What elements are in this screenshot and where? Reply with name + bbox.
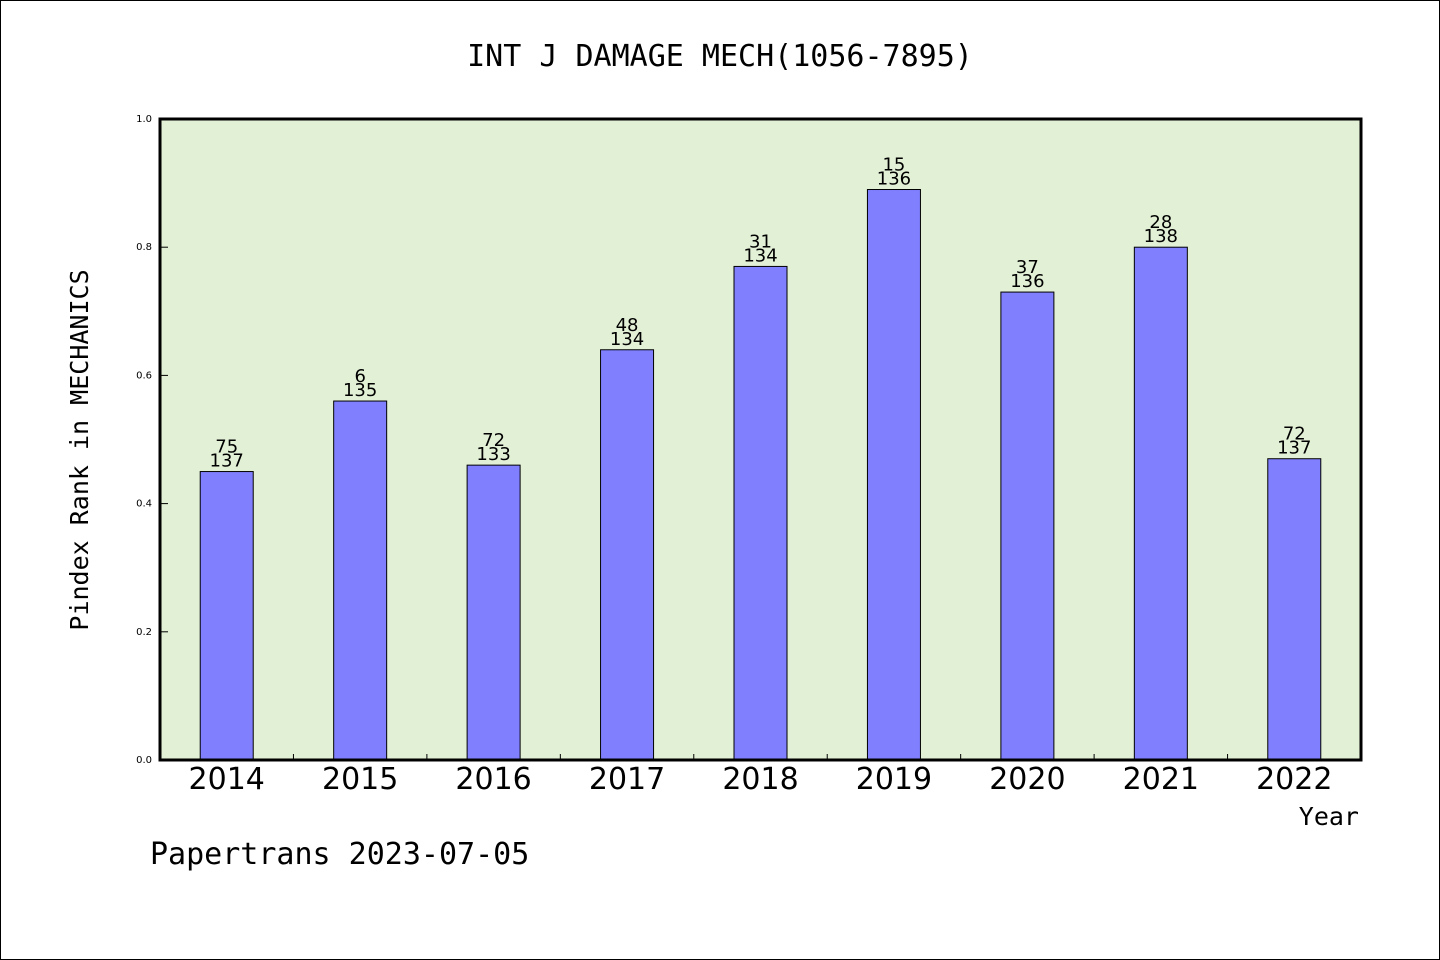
bar-total-label-2018: 134 — [743, 245, 777, 266]
bar-rank-label-2017: 48 — [616, 315, 639, 336]
bar-2021 — [1133, 246, 1188, 761]
bar-rank-label-2021: 28 — [1149, 212, 1172, 233]
bar-total-label-2019: 136 — [877, 169, 911, 190]
bar-total-label-2020: 136 — [1010, 271, 1044, 292]
x-tick-label-2015: 2015 — [322, 762, 398, 797]
y-tick-label: 0.0 — [136, 755, 152, 766]
y-axis-label: Pindex Rank in MECHANICS — [65, 269, 94, 630]
x-tick-label-2016: 2016 — [455, 762, 531, 797]
bar-rank-label-2014: 75 — [215, 437, 238, 458]
bar-2016 — [466, 464, 521, 761]
x-axis-label: Year — [1299, 802, 1359, 831]
chart-title: INT J DAMAGE MECH(1056-7895) — [467, 39, 973, 74]
bar-total-label-2016: 133 — [476, 444, 510, 465]
bar-rank-label-2015: 6 — [354, 366, 365, 387]
bar-labels-group: 7513761357213348134311341513637136281387… — [210, 155, 1312, 472]
x-tick-label-2022: 2022 — [1256, 762, 1332, 797]
y-tick-label: 0.2 — [136, 627, 152, 638]
bar-2015 — [333, 400, 388, 761]
plot-border — [158, 117, 1363, 762]
x-tick-label-2021: 2021 — [1123, 762, 1199, 797]
x-tick-label-2014: 2014 — [189, 762, 265, 797]
y-tick-label: 0.8 — [136, 242, 152, 253]
bar-total-label-2017: 134 — [610, 329, 644, 350]
bar-rank-label-2020: 37 — [1016, 257, 1039, 278]
bars-group — [199, 189, 1322, 761]
bar-total-label-2014: 137 — [210, 451, 244, 472]
x-axis-ticks: 2014 2015 2016 2017 2018 2019 2020 2021 2022 — [189, 754, 1332, 797]
y-tick-label: 0.4 — [136, 499, 152, 510]
x-tick-label-2018: 2018 — [722, 762, 798, 797]
bar-total-label-2015: 135 — [343, 380, 377, 401]
bar-total-label-2021: 138 — [1144, 226, 1178, 247]
x-tick-label-2017: 2017 — [589, 762, 665, 797]
bar-2019 — [866, 189, 921, 761]
bar-2020 — [1000, 291, 1055, 761]
y-tick-label: 0.6 — [136, 370, 152, 381]
bar-rank-label-2019: 15 — [882, 155, 905, 176]
y-tick-label: 1.0 — [136, 114, 152, 125]
bar-2017 — [600, 349, 655, 761]
bar-total-label-2022: 137 — [1277, 438, 1311, 459]
x-tick-label-2019: 2019 — [856, 762, 932, 797]
bar-rank-label-2018: 31 — [749, 231, 772, 252]
footer-credit: Papertrans 2023-07-05 — [150, 837, 529, 872]
bar-rank-label-2022: 72 — [1283, 424, 1306, 445]
bar-rank-label-2016: 72 — [482, 430, 505, 451]
bar-2022 — [1267, 458, 1322, 761]
bar-2014 — [199, 471, 254, 761]
bar-2018 — [733, 265, 788, 761]
x-tick-label-2020: 2020 — [989, 762, 1065, 797]
